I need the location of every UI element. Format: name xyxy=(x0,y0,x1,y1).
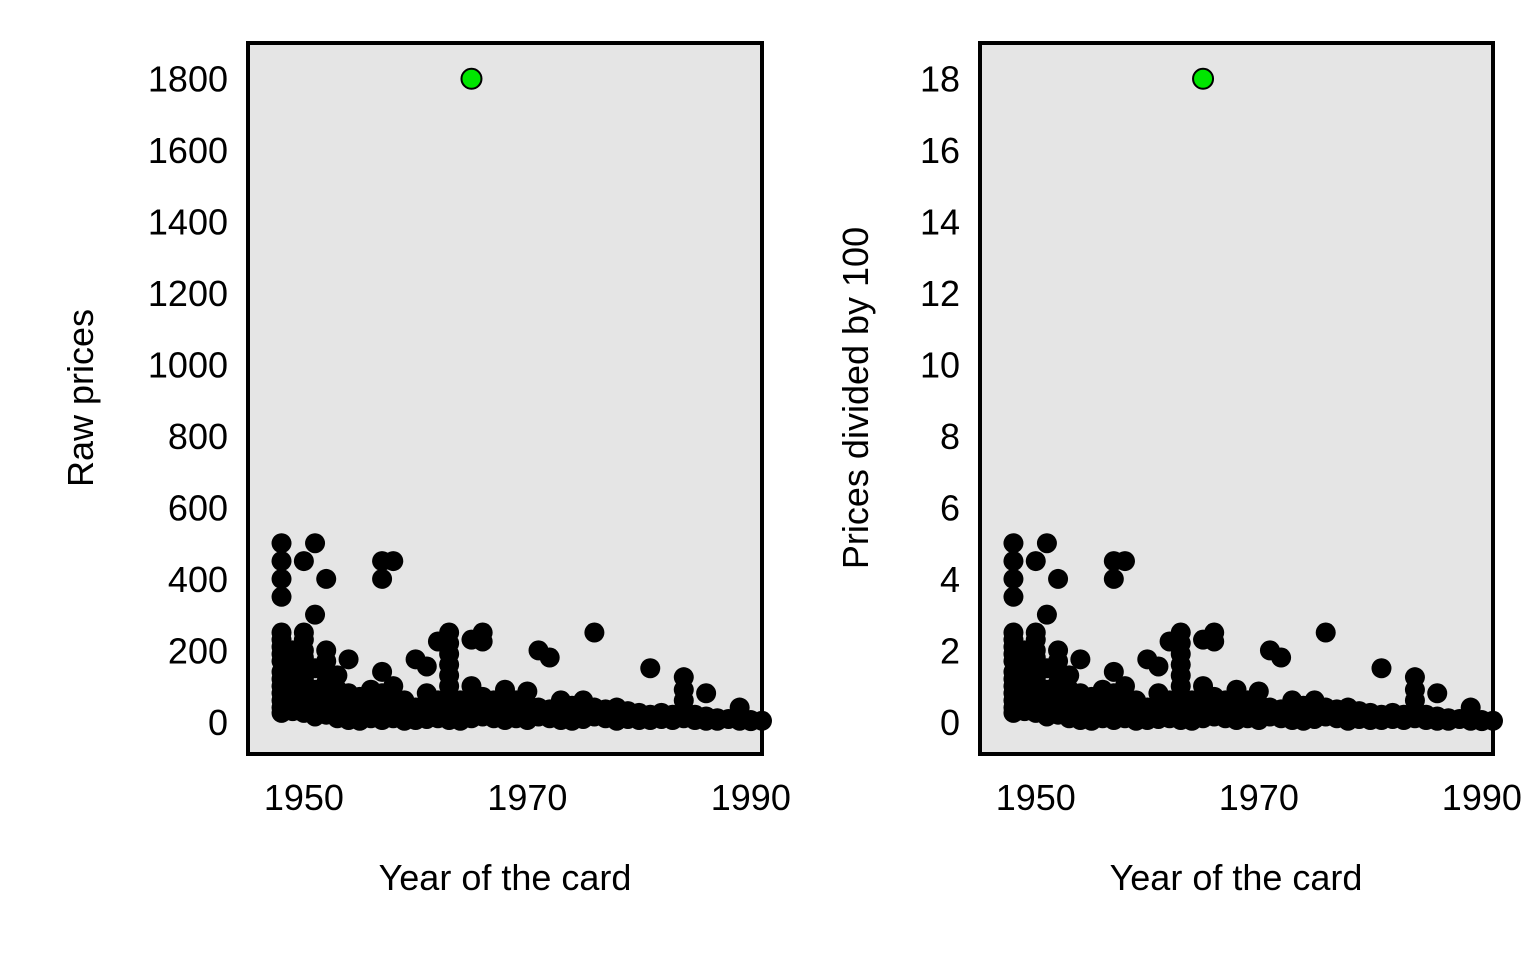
data-point xyxy=(271,568,292,589)
data-point xyxy=(1427,683,1448,704)
data-point xyxy=(1114,551,1135,572)
x-tick-label: 1950 xyxy=(996,777,1076,818)
y-tick-label: 200 xyxy=(168,630,228,671)
points-layer xyxy=(1003,67,1503,732)
highlighted-data-point xyxy=(460,67,483,90)
plot-background xyxy=(248,43,762,754)
x-tick-label: 1970 xyxy=(1219,777,1299,818)
data-point xyxy=(472,631,493,652)
plot-frame xyxy=(978,41,1495,756)
data-point xyxy=(1003,533,1024,554)
x-axis-title: Year of the card xyxy=(379,857,632,898)
x-tick-label: 1970 xyxy=(487,777,567,818)
data-point xyxy=(305,533,326,554)
x-tick-labels: 1950 1970 1990 xyxy=(264,777,791,818)
y-tick-label: 16 xyxy=(920,130,960,171)
data-point xyxy=(271,586,292,607)
data-point xyxy=(1148,656,1169,677)
y-tick-label: 2 xyxy=(940,630,960,671)
points-layer xyxy=(271,67,772,732)
data-point xyxy=(1059,665,1080,686)
plot-background xyxy=(980,43,1493,754)
data-point xyxy=(1036,604,1057,625)
y-tick-label: 18 xyxy=(920,59,960,100)
y-tick-label: 600 xyxy=(168,487,228,528)
x-axis-title: Year of the card xyxy=(1110,857,1363,898)
data-point xyxy=(1103,568,1124,589)
data-point xyxy=(1025,551,1046,572)
x-tick-label: 1950 xyxy=(264,777,344,818)
data-point xyxy=(316,568,337,589)
y-tick-label: 10 xyxy=(920,345,960,386)
data-point xyxy=(1048,568,1069,589)
data-point xyxy=(1070,649,1091,670)
y-tick-label: 1400 xyxy=(148,202,228,243)
y-tick-label: 6 xyxy=(940,487,960,528)
data-point xyxy=(1371,658,1392,679)
data-point xyxy=(1114,676,1135,697)
plot-frame xyxy=(246,41,764,756)
y-tick-labels: 0 2 4 6 8 10 12 14 16 18 xyxy=(920,59,960,743)
y-tick-label: 12 xyxy=(920,273,960,314)
y-tick-label: 0 xyxy=(208,702,228,743)
y-tick-label: 1000 xyxy=(148,345,228,386)
data-point xyxy=(416,656,437,677)
highlighted-data-point xyxy=(1192,67,1215,90)
data-point xyxy=(1204,631,1225,652)
scaled-prices-panel: 0 2 4 6 8 10 12 14 16 18 1950 1970 1990 Year of the… xyxy=(835,41,1522,898)
data-point xyxy=(271,533,292,554)
data-point xyxy=(305,604,326,625)
x-tick-labels: 1950 1970 1990 xyxy=(996,777,1522,818)
x-tick-label: 1990 xyxy=(711,777,791,818)
data-point xyxy=(383,676,404,697)
data-point xyxy=(1003,586,1024,607)
data-point xyxy=(383,551,404,572)
y-tick-label: 400 xyxy=(168,559,228,600)
y-tick-label: 1200 xyxy=(148,273,228,314)
data-point xyxy=(640,658,661,679)
y-axis-title: Raw prices xyxy=(60,309,101,487)
data-point xyxy=(584,622,605,643)
y-tick-label: 0 xyxy=(940,702,960,743)
data-point xyxy=(539,647,560,668)
data-point xyxy=(1271,647,1292,668)
data-point xyxy=(696,683,717,704)
y-axis-title: Prices divided by 100 xyxy=(835,227,876,569)
data-point xyxy=(1315,622,1336,643)
data-point xyxy=(1036,533,1057,554)
data-point xyxy=(372,568,393,589)
data-point xyxy=(327,665,348,686)
y-tick-labels: 0 200 400 600 800 1000 1200 1400 1600 1800 xyxy=(148,59,228,743)
y-tick-label: 800 xyxy=(168,416,228,457)
data-point xyxy=(338,649,359,670)
y-tick-label: 4 xyxy=(940,559,960,600)
data-point xyxy=(1103,661,1124,682)
y-tick-label: 1800 xyxy=(148,59,228,100)
data-point xyxy=(372,661,393,682)
x-tick-label: 1990 xyxy=(1442,777,1522,818)
y-tick-label: 8 xyxy=(940,416,960,457)
data-point xyxy=(271,551,292,572)
data-point xyxy=(293,551,314,572)
data-point xyxy=(1003,568,1024,589)
y-tick-label: 1600 xyxy=(148,130,228,171)
y-tick-label: 14 xyxy=(920,202,960,243)
data-point xyxy=(1003,551,1024,572)
